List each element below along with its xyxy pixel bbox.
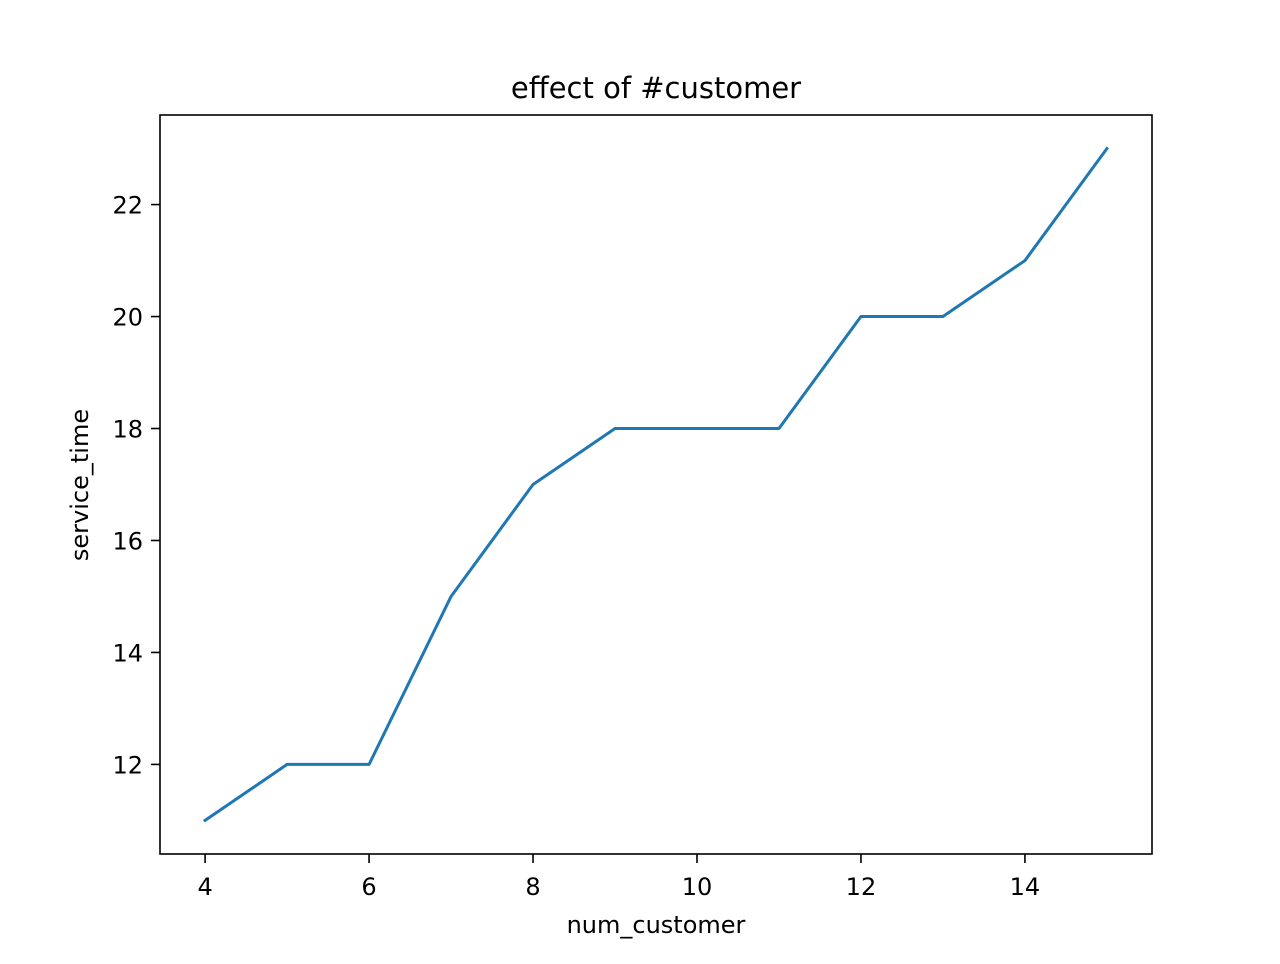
series-layer — [203, 146, 1110, 823]
series-line-0 — [203, 146, 1110, 823]
x-tick-label: 4 — [197, 873, 212, 901]
y-axis-label: service_time — [66, 409, 94, 561]
chart-title: effect of #customer — [511, 71, 801, 105]
y-tick-label: 22 — [112, 192, 143, 220]
x-axis-label: num_customer — [567, 911, 746, 939]
y-tick-label: 16 — [112, 527, 143, 555]
y-tick-label: 18 — [112, 416, 143, 444]
y-axis-ticks: 12 14 16 18 20 22 — [112, 192, 160, 779]
plot-frame — [159, 114, 1153, 855]
y-tick-label: 14 — [112, 639, 143, 667]
x-tick-label: 6 — [361, 873, 376, 901]
x-tick-label: 8 — [525, 873, 540, 901]
x-tick-label: 14 — [1010, 873, 1041, 901]
x-axis-ticks: 4 6 8 10 12 14 — [197, 854, 1040, 901]
x-tick-label: 10 — [682, 873, 713, 901]
x-tick-label: 12 — [846, 873, 877, 901]
y-tick-label: 12 — [112, 751, 143, 779]
y-tick-label: 20 — [112, 304, 143, 332]
